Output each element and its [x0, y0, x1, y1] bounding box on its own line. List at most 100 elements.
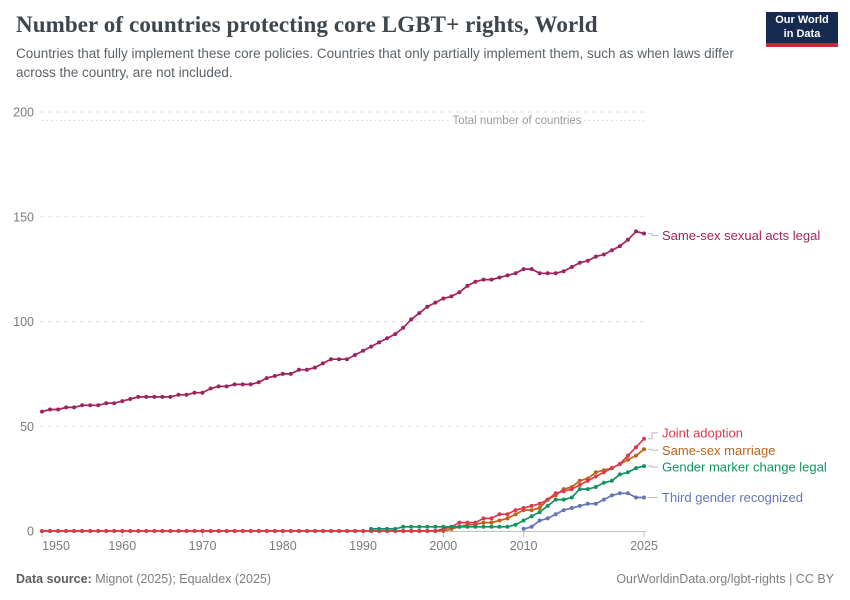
label-connector-joint-adoption: [648, 432, 658, 440]
y-tick-label-150: 150: [13, 210, 34, 224]
license-link[interactable]: OurWorldinData.org/lgbt-rights | CC BY: [616, 572, 834, 586]
series-point-same-sex-marriage-2024: [634, 453, 638, 458]
series-point-joint-adoption-1974: [232, 529, 237, 533]
series-label-same-sex-sexual-acts-legal[interactable]: Same-sex sexual acts legal: [662, 228, 820, 243]
series-label-same-sex-marriage[interactable]: Same-sex marriage: [662, 443, 775, 458]
series-point-gender-marker-change-legal-2013: [545, 503, 550, 508]
series-point-joint-adoption-1985: [320, 529, 325, 533]
series-point-joint-adoption-2004: [473, 520, 478, 525]
series-point-same-sex-sexual-acts-legal-1967: [176, 392, 181, 397]
series-point-joint-adoption-2003: [465, 520, 470, 525]
series-point-same-sex-sexual-acts-legal-2015: [561, 269, 566, 274]
series-point-same-sex-sexual-acts-legal-2007: [497, 275, 502, 280]
series-point-third-gender-recognized-2018: [585, 501, 590, 506]
series-point-same-sex-sexual-acts-legal-1960: [120, 399, 125, 404]
series-point-same-sex-sexual-acts-legal-1992: [377, 340, 382, 345]
series-line-third-gender-recognized: [523, 492, 644, 530]
series-point-joint-adoption-1961: [128, 529, 133, 533]
series-point-same-sex-marriage-2019: [593, 470, 598, 475]
series-point-joint-adoption-2011: [529, 503, 534, 508]
series-point-joint-adoption-1981: [288, 529, 293, 533]
series-point-gender-marker-change-legal-2001: [449, 524, 454, 529]
series-point-joint-adoption-1998: [425, 529, 430, 533]
series-line-joint-adoption: [42, 438, 645, 532]
series-point-same-sex-sexual-acts-legal-1983: [304, 367, 309, 372]
series-point-same-sex-sexual-acts-legal-1966: [168, 394, 173, 399]
series-point-same-sex-sexual-acts-legal-1957: [96, 403, 101, 408]
series-point-same-sex-sexual-acts-legal-1986: [329, 357, 333, 362]
label-connector-same-sex-sexual-acts-legal: [648, 233, 658, 236]
series-point-same-sex-sexual-acts-legal-1977: [256, 380, 261, 385]
data-source: Data source: Mignot (2025); Equaldex (20…: [16, 572, 271, 586]
series-point-same-sex-sexual-acts-legal-1991: [369, 344, 374, 349]
chart-footer: Data source: Mignot (2025); Equaldex (20…: [16, 572, 834, 586]
owid-logo-line1: Our World: [775, 14, 829, 27]
series-point-gender-marker-change-legal-1997: [417, 524, 422, 529]
x-tick-label-1990: 1990: [349, 539, 377, 553]
series-point-same-sex-sexual-acts-legal-1990: [361, 348, 366, 353]
y-tick-label-50: 50: [20, 420, 34, 434]
series-point-same-sex-marriage-2012: [537, 506, 542, 510]
series-point-same-sex-sexual-acts-legal-1969: [192, 390, 197, 395]
series-point-same-sex-sexual-acts-legal-1985: [320, 361, 325, 366]
series-point-joint-adoption-2015: [561, 489, 566, 494]
series-point-joint-adoption-2007: [497, 512, 502, 517]
series-point-gender-marker-change-legal-2003: [465, 524, 470, 529]
series-point-gender-marker-change-legal-2010: [521, 518, 526, 523]
series-label-joint-adoption[interactable]: Joint adoption: [662, 425, 743, 440]
series-point-same-sex-sexual-acts-legal-2001: [449, 294, 454, 299]
series-point-joint-adoption-1971: [208, 529, 213, 533]
series-line-same-sex-marriage: [42, 448, 645, 532]
page-title: Number of countries protecting core LGBT…: [16, 12, 598, 37]
series-point-joint-adoption-1997: [417, 529, 422, 533]
series-point-joint-adoption-2021: [609, 466, 614, 471]
series-label-third-gender-recognized[interactable]: Third gender recognized: [662, 490, 803, 505]
series-point-joint-adoption-2012: [537, 501, 542, 506]
series-point-joint-adoption-2014: [553, 491, 558, 496]
series-point-joint-adoption-2018: [585, 478, 590, 483]
series-point-gender-marker-change-legal-2007: [497, 524, 502, 529]
series-point-joint-adoption-2002: [457, 520, 462, 525]
series-point-joint-adoption-1951: [48, 529, 52, 533]
series-point-joint-adoption-1965: [160, 529, 165, 533]
series-point-same-sex-sexual-acts-legal-2017: [577, 260, 582, 265]
series-point-joint-adoption-1982: [296, 529, 301, 533]
series-point-joint-adoption-1970: [200, 529, 205, 533]
series-point-same-sex-sexual-acts-legal-2011: [529, 267, 534, 272]
series-point-joint-adoption-1979: [272, 529, 277, 533]
series-point-gender-marker-change-legal-1999: [433, 524, 438, 529]
series-point-same-sex-sexual-acts-legal-1965: [160, 394, 165, 399]
series-point-same-sex-sexual-acts-legal-1976: [248, 382, 253, 387]
series-point-same-sex-sexual-acts-legal-1962: [136, 394, 141, 399]
series-point-same-sex-marriage-2017: [577, 478, 582, 483]
series-point-same-sex-sexual-acts-legal-2025: [642, 231, 646, 236]
series-point-gender-marker-change-legal-2002: [457, 524, 462, 529]
series-point-joint-adoption-2025: [642, 436, 646, 441]
series-point-joint-adoption-2013: [545, 497, 550, 502]
series-point-joint-adoption-1966: [168, 529, 173, 533]
series-point-third-gender-recognized-2019: [593, 501, 598, 506]
series-point-third-gender-recognized-2016: [569, 506, 574, 510]
series-label-gender-marker-change-legal[interactable]: Gender marker change legal: [662, 460, 827, 475]
series-point-gender-marker-change-legal-2022: [617, 472, 622, 477]
series-point-same-sex-sexual-acts-legal-2021: [609, 248, 614, 253]
owid-logo: Our World in Data: [766, 12, 838, 47]
series-point-same-sex-sexual-acts-legal-1993: [385, 336, 390, 341]
series-point-joint-adoption-1975: [240, 529, 245, 533]
series-point-same-sex-sexual-acts-legal-1988: [345, 357, 349, 362]
series-point-same-sex-sexual-acts-legal-1974: [232, 382, 237, 387]
series-point-joint-adoption-1953: [64, 529, 69, 533]
series-point-gender-marker-change-legal-2016: [569, 495, 574, 500]
series-point-joint-adoption-1950: [40, 529, 44, 533]
series-point-third-gender-recognized-2011: [529, 524, 534, 529]
series-point-same-sex-sexual-acts-legal-1980: [280, 371, 285, 376]
series-point-joint-adoption-1983: [304, 529, 309, 533]
series-point-joint-adoption-2019: [593, 474, 598, 479]
series-point-third-gender-recognized-2015: [561, 508, 566, 513]
series-point-joint-adoption-1977: [256, 529, 261, 533]
series-point-same-sex-sexual-acts-legal-2018: [585, 258, 590, 263]
series-point-third-gender-recognized-2010: [521, 526, 526, 531]
x-tick-label-1980: 1980: [269, 539, 297, 553]
series-point-joint-adoption-2005: [481, 516, 486, 521]
